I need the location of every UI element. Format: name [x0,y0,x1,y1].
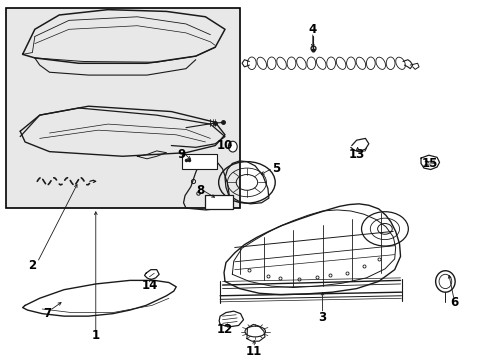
Text: 3: 3 [318,311,326,324]
Text: 2: 2 [28,259,37,272]
Text: 1: 1 [92,329,100,342]
Text: 4: 4 [308,23,316,36]
FancyBboxPatch shape [5,8,239,208]
Text: 6: 6 [449,296,457,309]
Text: 10: 10 [216,139,233,152]
Bar [182,154,217,169]
Text: 14: 14 [141,279,157,292]
Ellipse shape [228,141,237,152]
Text: 13: 13 [348,148,364,161]
Text: 12: 12 [216,323,233,336]
Text: 5: 5 [271,162,280,175]
Text: 9: 9 [177,148,185,161]
Bar [204,195,232,209]
Text: 8: 8 [196,184,204,197]
Text: 15: 15 [421,157,437,170]
Text: 7: 7 [43,307,51,320]
Text: 11: 11 [245,345,262,358]
